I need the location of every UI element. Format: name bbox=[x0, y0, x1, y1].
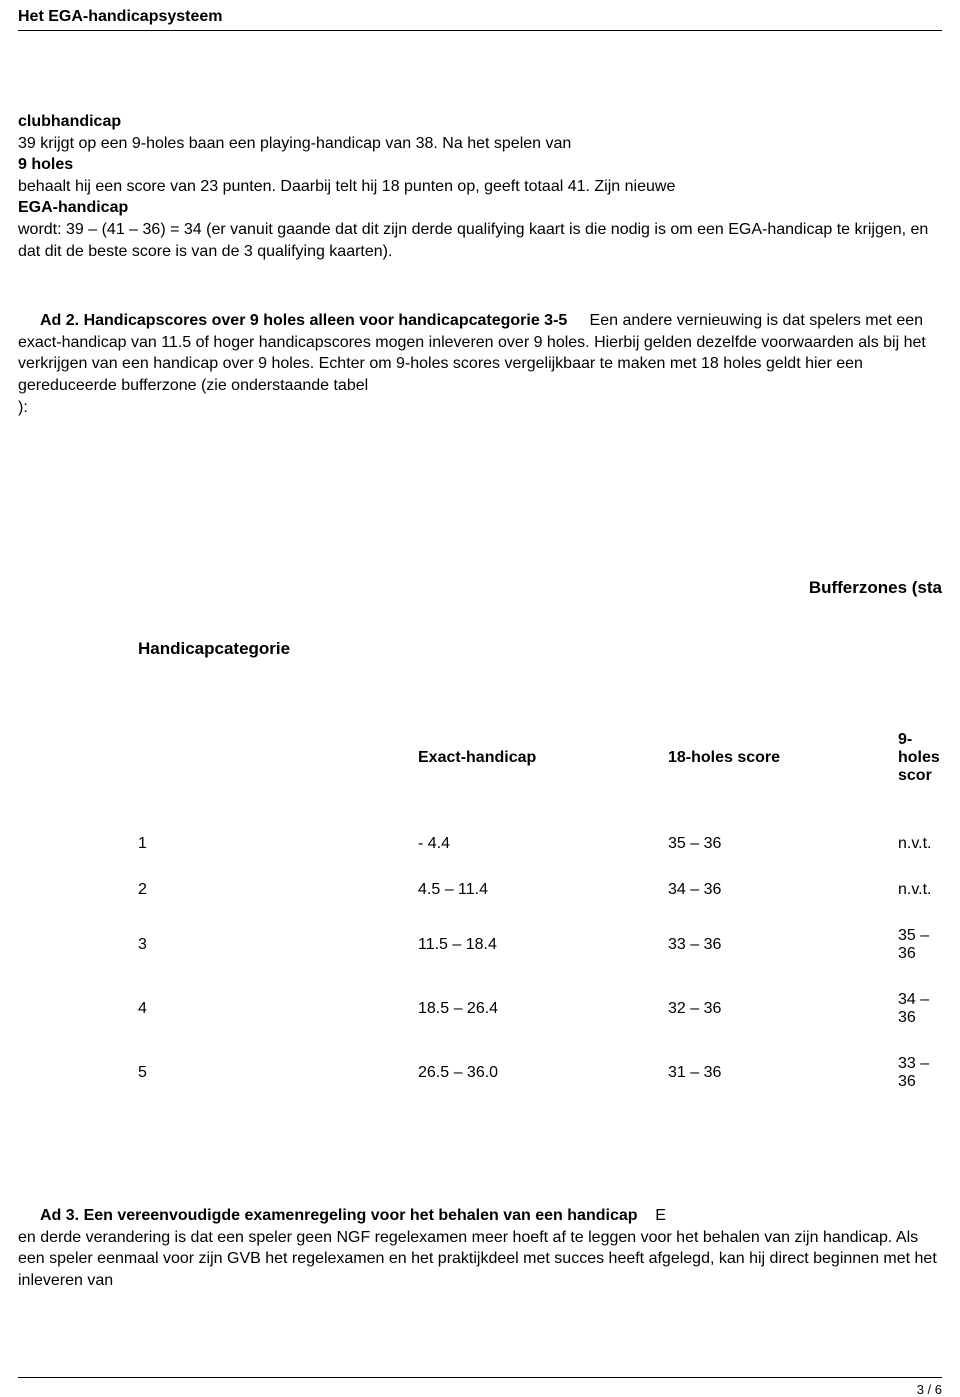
table-row: 2 4.5 – 11.4 34 – 36 n.v.t. bbox=[18, 867, 942, 913]
cell-18holes: 31 – 36 bbox=[668, 1041, 898, 1105]
ad3-tail-letter: E bbox=[655, 1207, 666, 1224]
page-number: 3 / 6 bbox=[18, 1382, 942, 1397]
cell-18holes: 35 – 36 bbox=[668, 821, 898, 867]
col-header-exact: Exact-handicap bbox=[418, 731, 668, 821]
paragraph-clubhandicap: clubhandicap 39 krijgt op een 9-holes ba… bbox=[18, 111, 942, 262]
page-footer: 3 / 6 bbox=[18, 1377, 942, 1397]
cell-category: 1 bbox=[18, 821, 418, 867]
bold-clubhandicap: clubhandicap bbox=[18, 113, 121, 130]
ad3-body: en derde verandering is dat een speler g… bbox=[18, 1229, 937, 1289]
col-header-category bbox=[18, 731, 418, 821]
handicapcategorie-label: Handicapcategorie bbox=[18, 638, 942, 661]
cell-exact: 11.5 – 18.4 bbox=[418, 913, 668, 977]
cell-18holes: 33 – 36 bbox=[668, 913, 898, 977]
para1-line3: wordt: 39 – (41 – 36) = 34 (er vanuit ga… bbox=[18, 221, 928, 260]
cell-9holes: n.v.t. bbox=[898, 867, 942, 913]
paragraph-ad2: Ad 2. Handicapscores over 9 holes alleen… bbox=[18, 310, 942, 418]
paragraph-ad3: Ad 3. Een vereenvoudigde examenregeling … bbox=[18, 1205, 942, 1291]
col-header-18holes: 18-holes score bbox=[668, 731, 898, 821]
table-row: 4 18.5 – 26.4 32 – 36 34 – 36 bbox=[18, 977, 942, 1041]
para1-line1: 39 krijgt op een 9-holes baan een playin… bbox=[18, 135, 571, 152]
table-row: 1 - 4.4 35 – 36 n.v.t. bbox=[18, 821, 942, 867]
cell-category: 2 bbox=[18, 867, 418, 913]
cell-18holes: 32 – 36 bbox=[668, 977, 898, 1041]
cell-category: 3 bbox=[18, 913, 418, 977]
cell-18holes: 34 – 36 bbox=[668, 867, 898, 913]
ad2-tail: ): bbox=[18, 399, 28, 416]
cell-9holes: 34 – 36 bbox=[898, 977, 942, 1041]
cell-category: 4 bbox=[18, 977, 418, 1041]
table-super-header: Bufferzones (sta bbox=[18, 578, 942, 598]
page-header-title: Het EGA-handicapsysteem bbox=[18, 0, 942, 31]
cell-exact: 4.5 – 11.4 bbox=[418, 867, 668, 913]
footer-divider bbox=[18, 1377, 942, 1378]
cell-9holes: 33 – 36 bbox=[898, 1041, 942, 1105]
cell-exact: 18.5 – 26.4 bbox=[418, 977, 668, 1041]
cell-category: 5 bbox=[18, 1041, 418, 1105]
ad3-heading: Ad 3. Een vereenvoudigde examenregeling … bbox=[40, 1207, 638, 1224]
bold-9-holes: 9 holes bbox=[18, 156, 73, 173]
col-header-9holes: 9-holes scor bbox=[898, 731, 942, 821]
cell-exact: 26.5 – 36.0 bbox=[418, 1041, 668, 1105]
bufferzone-table: Exact-handicap 18-holes score 9-holes sc… bbox=[18, 731, 942, 1105]
table-row: 3 11.5 – 18.4 33 – 36 35 – 36 bbox=[18, 913, 942, 977]
ad2-heading: Ad 2. Handicapscores over 9 holes alleen… bbox=[40, 312, 567, 329]
cell-9holes: 35 – 36 bbox=[898, 913, 942, 977]
table-row: 5 26.5 – 36.0 31 – 36 33 – 36 bbox=[18, 1041, 942, 1105]
cell-exact: - 4.4 bbox=[418, 821, 668, 867]
bold-ega-handicap: EGA-handicap bbox=[18, 199, 128, 216]
table-header-row: Exact-handicap 18-holes score 9-holes sc… bbox=[18, 731, 942, 821]
para1-line2: behaalt hij een score van 23 punten. Daa… bbox=[18, 178, 675, 195]
cell-9holes: n.v.t. bbox=[898, 821, 942, 867]
